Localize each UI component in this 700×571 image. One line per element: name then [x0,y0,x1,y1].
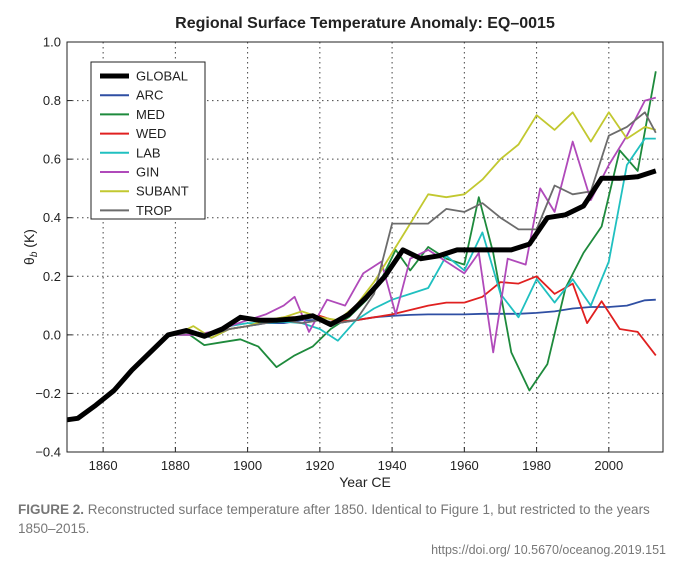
y-axis-label-symbol: θ [21,257,37,265]
x-tick-label: 1940 [378,458,407,473]
caption-text: Reconstructed surface temperature after … [18,502,650,536]
x-tick-label: 2000 [594,458,623,473]
x-tick-label: 1960 [450,458,479,473]
legend-label-lab: LAB [136,145,161,160]
legend-label-wed: WED [136,126,166,141]
series-line-subant [175,111,657,339]
y-tick-label: −0.2 [35,386,61,401]
y-tick-label: 0.0 [43,327,61,342]
axis-tick-labels: 1860 1880 1900 1920 1940 1960 1980 2000 −0.4 −0.2… [35,35,623,474]
y-axis-label: θb (K) [21,229,40,265]
x-tick-label: 1920 [305,458,334,473]
legend-label-trop: TROP [136,203,172,218]
x-tick-label: 1880 [161,458,190,473]
temperature-anomaly-chart: Regional Surface Temperature Anomaly: EQ… [21,15,664,490]
legend-label-global: GLOBAL [136,69,188,84]
y-tick-label: 0.4 [43,210,61,225]
legend-label-gin: GIN [136,165,159,180]
legend-box [90,61,206,220]
caption-label: FIGURE 2. [18,502,85,517]
y-tick-label: −0.4 [35,445,61,460]
legend-label-arc: ARC [136,88,163,103]
series-line-trop [175,111,657,336]
series-line-lab [175,137,656,342]
legend-label-subant: SUBANT [136,184,189,199]
legend-label-med: MED [136,107,165,122]
legend: GLOBAL ARC MED WED LAB GIN SUBANT TROP [90,61,206,220]
x-tick-label: 1860 [89,458,118,473]
series-line-gin [175,96,657,354]
doi-link[interactable]: https://doi.org/ 10.5670/oceanog.2019.15… [431,543,666,557]
series-line-med [175,71,657,392]
y-tick-label: 0.6 [43,152,61,167]
x-axis-label: Year CE [339,474,391,490]
figure-caption: FIGURE 2. Reconstructed surface temperat… [18,500,680,538]
plot-frame [66,41,664,453]
y-tick-label: 1.0 [43,35,61,50]
y-axis-label-subscript: b [29,251,40,257]
y-axis-label-unit: (K) [21,229,37,252]
y-tick-label: 0.8 [43,93,61,108]
x-tick-label: 1980 [522,458,551,473]
series-lines [66,71,657,423]
chart-title: Regional Surface Temperature Anomaly: EQ… [175,15,555,32]
x-tick-label: 1900 [233,458,262,473]
y-tick-label: 0.2 [43,269,61,284]
series-line-global [66,168,657,423]
